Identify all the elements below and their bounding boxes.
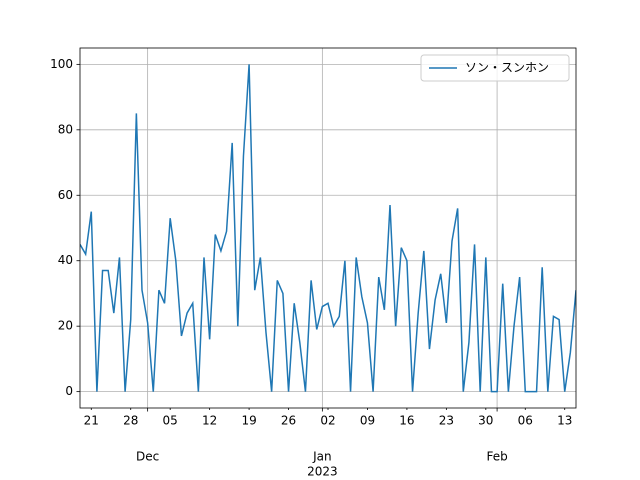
x-month-label: Feb <box>486 450 507 464</box>
x-tick-label: 05 <box>163 414 178 428</box>
x-tick-label: 21 <box>84 414 99 428</box>
y-tick-label: 20 <box>58 319 73 333</box>
y-tick-label: 60 <box>58 188 73 202</box>
x-tick-label: 19 <box>241 414 256 428</box>
legend-box <box>420 54 570 82</box>
x-tick-label: 26 <box>281 414 296 428</box>
x-month-label: Jan <box>312 450 332 464</box>
x-tick-label: 23 <box>439 414 454 428</box>
y-tick-label: 100 <box>50 57 73 71</box>
y-tick-label: 80 <box>58 122 73 136</box>
legend-label: ソン・スンホン <box>465 61 549 75</box>
x-month-label: Dec <box>136 450 159 464</box>
y-tick-label: 40 <box>58 253 73 267</box>
legend: ソン・スンホン <box>420 54 570 82</box>
x-tick-label: 13 <box>557 414 572 428</box>
x-tick-label: 16 <box>399 414 414 428</box>
x-tick-label: 02 <box>320 414 335 428</box>
x-tick-label: 30 <box>478 414 493 428</box>
x-tick-label: 06 <box>518 414 533 428</box>
axes-frame <box>79 47 577 409</box>
x-year-label: 2023 <box>307 465 338 479</box>
x-tick-label: 09 <box>360 414 375 428</box>
series-line <box>80 64 576 393</box>
x-tick-label: 12 <box>202 414 217 428</box>
y-tick-label: 0 <box>65 384 73 398</box>
x-tick-label: 28 <box>123 414 138 428</box>
